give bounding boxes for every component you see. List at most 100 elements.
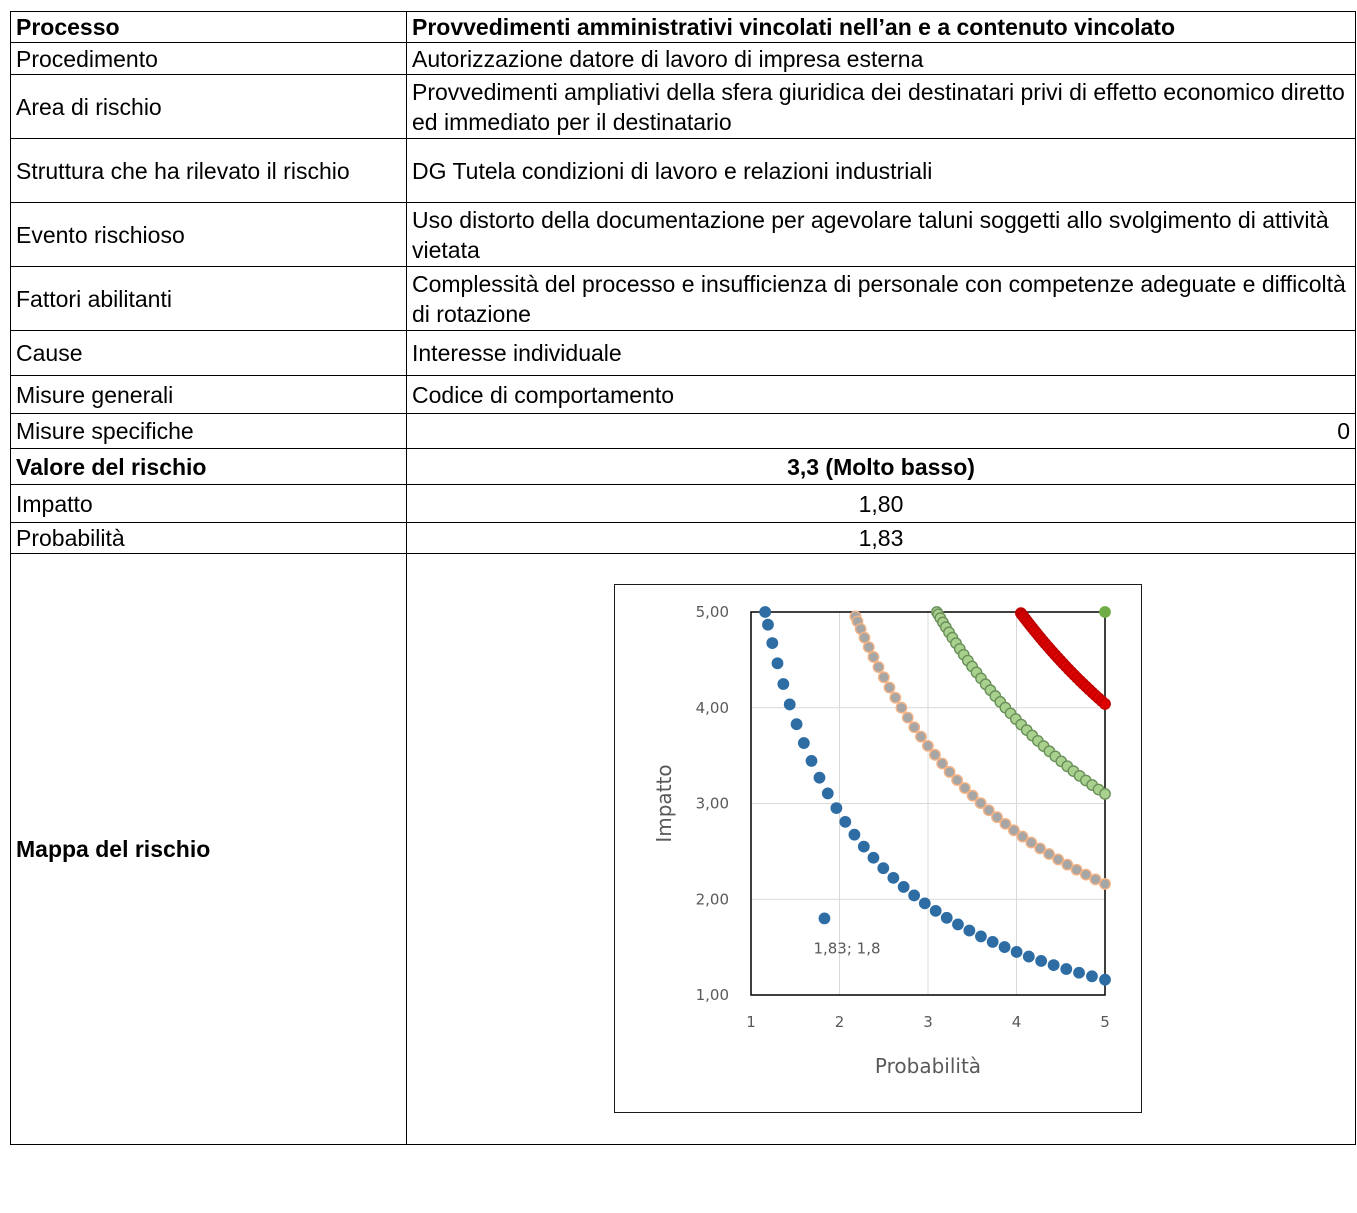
series-1-point (998, 941, 1011, 953)
label-cause: Cause (10, 330, 407, 376)
series-1-point (759, 606, 772, 618)
label-area-rischio: Area di rischio (10, 74, 407, 139)
series-2-point (936, 757, 949, 770)
series-2-point (1099, 878, 1111, 890)
series-1-point (1010, 946, 1023, 958)
series-1-point (1022, 950, 1035, 963)
series-1-point (908, 889, 921, 902)
series-1-point (848, 828, 861, 841)
value-misure-generali: Codice di comportamento (406, 375, 1356, 414)
series-1-point (887, 871, 900, 884)
series-1-point (783, 698, 796, 711)
risk-map-cell: 1 2 3 4 5 1,00 2,00 3,00 4,00 5,00 Probabilità Impa… (406, 553, 1356, 1145)
label-mappa: Mappa del rischio (10, 553, 407, 1145)
x-tick-label: 2 (835, 1013, 845, 1031)
row-cause: Cause Interesse individuale (10, 330, 1356, 376)
value-cause: Interesse individuale (406, 330, 1356, 376)
series-2-point (1052, 853, 1065, 866)
plot-area-frame (750, 611, 1106, 996)
series-1-point (839, 815, 852, 828)
series-5-point (1099, 606, 1111, 618)
y-tick-label: 3,00 (696, 795, 729, 813)
series-2-point (915, 730, 927, 743)
series-1-point (877, 862, 890, 875)
row-area-rischio: Area di rischio Provvedimenti ampliativi… (10, 74, 1356, 139)
x-tick-label: 1 (746, 1013, 756, 1031)
row-procedimento: Procedimento Autorizzazione datore di la… (10, 42, 1356, 75)
series-1-point (929, 904, 942, 917)
value-area-rischio: Provvedimenti ampliativi della sfera giu… (406, 74, 1356, 139)
label-processo: Processo (10, 11, 407, 43)
series-1-point (766, 637, 779, 649)
series-2-point (1007, 824, 1020, 837)
highlight-point (818, 912, 831, 925)
label-struttura: Struttura che ha rilevato il rischio (10, 138, 407, 203)
series-3-point (1099, 788, 1111, 800)
series-2-point (991, 811, 1003, 824)
series-2-point (1070, 863, 1083, 876)
value-probabilita: 1,83 (406, 522, 1356, 554)
series-2-point (921, 739, 934, 752)
row-processo: Processo Provvedimenti amministrativi vi… (10, 11, 1356, 43)
series-1-point (1035, 955, 1048, 967)
y-tick-label: 1,00 (696, 986, 729, 1004)
series-1-point (918, 897, 931, 910)
series-1-point (1099, 973, 1111, 986)
series-1-point (975, 930, 987, 943)
series-2-point (872, 661, 885, 673)
x-tick-label: 4 (1012, 1013, 1022, 1031)
series-1-point (777, 678, 790, 690)
label-misure-specifiche: Misure specifiche (10, 413, 407, 449)
series-1-point (1073, 966, 1085, 979)
series-4-point (1099, 698, 1111, 710)
series-2-point (951, 774, 964, 787)
value-procedimento: Autorizzazione datore di lavoro di impre… (406, 42, 1356, 75)
series-2-point (877, 671, 890, 684)
series-1-point (867, 851, 880, 864)
row-struttura: Struttura che ha rilevato il rischio DG … (10, 138, 1356, 203)
series-1-point (813, 771, 826, 784)
series-2-point (982, 804, 995, 817)
label-fattori: Fattori abilitanti (10, 266, 407, 331)
row-mappa: Mappa del rischio 1 2 3 4 5 1,00 2,00 3,00 4,00 5… (10, 553, 1356, 1145)
value-misure-specifiche: 0 (406, 413, 1356, 449)
y-axis-title: Impatto (652, 764, 676, 842)
series-2-point (999, 817, 1012, 830)
series-2-point (862, 641, 875, 653)
series-1-point (821, 787, 834, 800)
row-misure-generali: Misure generali Codice di comportamento (10, 375, 1356, 414)
risk-map-svg: 1 2 3 4 5 1,00 2,00 3,00 4,00 5,00 Probabilità Impa… (652, 603, 1111, 1078)
y-tick-label: 2,00 (696, 890, 729, 908)
series-2-point (1016, 830, 1029, 843)
series-2-point (1061, 858, 1074, 871)
highlight-point-label: 1,83; 1,8 (813, 939, 880, 957)
row-impatto: Impatto 1,80 (10, 484, 1356, 523)
value-fattori: Complessità del processo e insufficienza… (406, 266, 1356, 331)
series-1-point (857, 840, 870, 853)
label-procedimento: Procedimento (10, 42, 407, 75)
series-2-point (958, 782, 971, 794)
series-1-point (963, 924, 976, 937)
series-2-point (883, 681, 896, 694)
series-1-point (897, 881, 910, 893)
value-evento: Uso distorto della documentazione per ag… (406, 202, 1356, 267)
series-1-point (1047, 959, 1060, 971)
label-misure-generali: Misure generali (10, 375, 407, 414)
series-1-point (797, 737, 810, 749)
series-2-point (867, 651, 880, 663)
y-tick-label: 4,00 (696, 699, 729, 717)
y-tick-label: 5,00 (696, 603, 729, 621)
series-1-point (762, 618, 774, 631)
series-1-point (1060, 963, 1073, 975)
row-fattori: Fattori abilitanti Complessità del proce… (10, 266, 1356, 331)
series-1-point (940, 911, 953, 924)
series-2-point (889, 691, 902, 704)
x-tick-label: 3 (923, 1013, 933, 1031)
label-evento: Evento rischioso (10, 202, 407, 267)
series-1-point (771, 657, 784, 670)
value-impatto: 1,80 (406, 484, 1356, 523)
series-2-point (895, 701, 908, 714)
label-probabilita: Probabilità (10, 522, 407, 554)
value-valore: 3,3 (Molto basso) (406, 448, 1356, 485)
row-valore: Valore del rischio 3,3 (Molto basso) (10, 448, 1356, 485)
